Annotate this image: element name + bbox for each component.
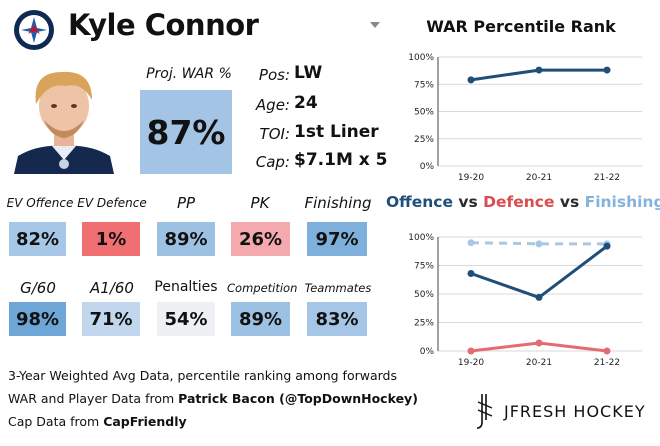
competition-label: Competition <box>227 281 298 295</box>
ev-offence-value: 82% <box>9 222 66 256</box>
ovdvf-chart-series-line <box>470 241 607 246</box>
war-chart-ytick-label: 25% <box>414 135 434 145</box>
ovdvf-chart-series-point <box>535 240 543 248</box>
war-chart-series-point <box>467 76 475 84</box>
ovdvf-chart-series-point <box>603 347 611 355</box>
brand: JFRESH HOCKEY <box>474 392 646 430</box>
proj-war-value: 87% <box>140 90 232 174</box>
offence-defence-finishing-chart: 0% 25% 50% 75% 100% 19-20 20-21 21-22 <box>408 233 642 368</box>
pp-label: PP <box>176 194 196 212</box>
ovdvf-chart-xtick-label: 19-20 <box>458 358 484 368</box>
title-defence: Defence <box>483 193 555 211</box>
proj-war-label: Proj. WAR % <box>146 66 232 82</box>
ovdvf-chart-series-point <box>603 242 611 250</box>
ovdvf-chart-xtick-label: 21-22 <box>594 358 620 368</box>
title-finishing: Finishing <box>584 193 660 211</box>
war-percentile-chart: 0% 25% 50% 75% 100% 19-20 20-21 21-22 <box>408 53 642 183</box>
war-chart-title: WAR Percentile Rank <box>426 17 616 36</box>
war-chart-series-point <box>603 66 611 74</box>
pp-value: 89% <box>157 222 215 256</box>
ovdvf-chart-series-line <box>470 244 608 299</box>
chevron-down-icon[interactable] <box>370 22 380 28</box>
age-key: Age: <box>255 96 290 114</box>
war-chart-ytick-label: 0% <box>420 162 435 172</box>
footnote-data-method: 3-Year Weighted Avg Data, percentile ran… <box>8 368 397 383</box>
competition-value: 89% <box>231 302 290 336</box>
war-chart-xtick-label: 21-22 <box>594 173 620 183</box>
ev-offence-label: EV Offence <box>6 196 74 210</box>
g60-label: G/60 <box>20 279 56 297</box>
footnote-war-source: WAR and Player Data from Patrick Bacon (… <box>8 391 418 406</box>
title-offence: Offence <box>386 193 453 211</box>
ovdvf-chart-series-point <box>467 347 475 355</box>
footnote-war-prefix: WAR and Player Data from <box>8 391 179 406</box>
g60-value: 98% <box>9 302 66 336</box>
teammates-value: 83% <box>307 302 367 336</box>
position-value: LW <box>294 63 323 83</box>
ovdvf-chart-title: Offence vs Defence vs Finishing <box>386 193 660 211</box>
ovdvf-chart-series-point <box>535 293 543 301</box>
cap-value: $7.1M x 5 <box>294 150 388 170</box>
footnote-cap-author: CapFriendly <box>103 414 187 429</box>
ovdvf-chart-ytick-label: 0% <box>420 347 435 357</box>
player-name: Kyle Connor <box>68 8 259 42</box>
ovdvf-chart-series-point <box>467 239 475 247</box>
ovdvf-chart-series-point <box>467 269 475 277</box>
toi-key: TOI: <box>259 125 290 143</box>
footnote-cap-prefix: Cap Data from <box>8 414 104 429</box>
ovdvf-chart-ytick-label: 50% <box>414 290 434 300</box>
position-key: Pos: <box>258 66 290 84</box>
title-vs-1: vs <box>452 193 484 211</box>
ovdvf-chart-ytick-label: 75% <box>414 262 434 272</box>
war-chart-ytick-label: 100% <box>408 53 434 63</box>
ev-defence-label: EV Defence <box>77 196 147 210</box>
war-chart-xtick-label: 20-21 <box>526 173 552 183</box>
war-chart-ytick-label: 50% <box>414 108 434 118</box>
finishing-value: 97% <box>307 222 367 256</box>
cap-key: Cap: <box>255 153 290 171</box>
war-chart-ytick-label: 75% <box>414 80 434 90</box>
teammates-label: Teammates <box>304 281 372 295</box>
jfresh-logo-icon <box>476 394 493 429</box>
war-chart-series-point <box>535 66 543 74</box>
ovdvf-chart-series-point <box>535 339 543 347</box>
age-value: 24 <box>294 93 318 113</box>
ovdvf-chart-xtick-label: 20-21 <box>526 358 552 368</box>
player-photo <box>8 60 120 174</box>
finishing-label: Finishing <box>304 194 372 212</box>
footnote-war-author: Patrick Bacon (@TopDownHockey) <box>178 391 418 406</box>
footnote-cap-source: Cap Data from CapFriendly <box>8 414 187 429</box>
penalties-value: 54% <box>157 302 215 336</box>
penalties-label: Penalties <box>154 279 218 295</box>
team-logo <box>14 10 54 50</box>
ev-defence-value: 1% <box>82 222 140 256</box>
brand-name: JFRESH HOCKEY <box>504 401 646 421</box>
pk-label: PK <box>250 194 270 212</box>
ovdvf-chart-ytick-label: 100% <box>408 233 434 243</box>
a160-label: A1/60 <box>90 279 134 297</box>
pk-value: 26% <box>231 222 290 256</box>
title-vs-2: vs <box>554 193 585 211</box>
ovdvf-chart-ytick-label: 25% <box>414 319 434 329</box>
toi-value: 1st Liner <box>294 122 379 142</box>
a160-value: 71% <box>82 302 140 336</box>
war-chart-xtick-label: 19-20 <box>458 173 484 183</box>
